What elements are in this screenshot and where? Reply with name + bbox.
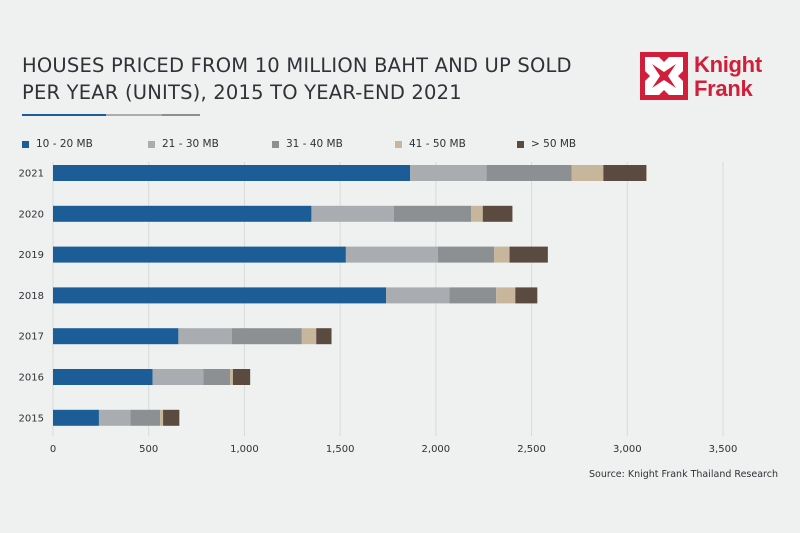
bar-segment [515, 287, 538, 304]
bar-segment [230, 369, 233, 385]
bar-segment [53, 369, 153, 385]
y-tick-label: 2019 [19, 250, 44, 261]
bar-segment [345, 246, 438, 263]
bar-segment [53, 246, 346, 263]
chart-title-line-1: HOUSES PRICED FROM 10 MILLION BAHT AND U… [22, 54, 572, 77]
bar-segment [471, 205, 483, 222]
bar-segment [486, 165, 572, 181]
bar-segment [160, 409, 164, 426]
x-tick-label: 1,500 [326, 444, 355, 455]
bar-segment [53, 165, 411, 181]
bar-segment [203, 369, 231, 385]
bar-segment [316, 328, 332, 345]
y-tick-label: 2020 [19, 209, 44, 220]
bar-segment [152, 369, 204, 385]
legend-label: 41 - 50 MB [409, 138, 466, 150]
bar-segment [178, 328, 232, 345]
chart-title-line-2: PER YEAR (UNITS), 2015 TO YEAR-END 2021 [22, 81, 462, 104]
bar-segment [571, 165, 604, 181]
y-tick-label: 2021 [19, 169, 44, 180]
y-tick-label: 2015 [19, 413, 44, 424]
bar-segment [231, 328, 302, 345]
x-tick-label: 1,000 [230, 444, 259, 455]
bar-segment [98, 409, 131, 426]
legend-label: 31 - 40 MB [286, 138, 343, 150]
legend-swatch [517, 141, 524, 148]
y-tick-label: 2018 [19, 291, 44, 302]
y-tick-label: 2017 [19, 332, 44, 343]
legend-swatch [22, 141, 29, 148]
title-underline [22, 114, 200, 116]
source-note: Source: Knight Frank Thailand Research [589, 469, 778, 480]
bar-segment [130, 409, 161, 426]
bar-segment [603, 165, 647, 181]
legend-label: > 50 MB [531, 138, 577, 150]
bar-segment [53, 205, 312, 222]
logo-text-line-1: Knight [694, 52, 762, 77]
legend-swatch [395, 141, 402, 148]
chart-title: HOUSES PRICED FROM 10 MILLION BAHT AND U… [22, 52, 602, 106]
bar-segment [232, 369, 251, 385]
bar-segment [482, 205, 513, 222]
legend-label: 21 - 30 MB [162, 138, 219, 150]
bar-segment [509, 246, 548, 263]
x-tick-label: 2,000 [422, 444, 451, 455]
x-tick-label: 500 [139, 444, 158, 455]
bar-segment [53, 409, 99, 426]
bar-segment [386, 287, 450, 304]
knight-frank-logo-icon [640, 52, 688, 100]
x-tick-label: 2,500 [517, 444, 546, 455]
bar-segment [393, 205, 472, 222]
bar-segment [53, 328, 179, 345]
y-tick-label: 2016 [19, 373, 44, 384]
logo-text-line-2: Frank [694, 76, 753, 101]
bar-segment [437, 246, 495, 263]
bar-segment [53, 287, 387, 304]
bar-segment [494, 246, 510, 263]
x-tick-label: 3,000 [613, 444, 642, 455]
bar-segment [410, 165, 487, 181]
bar-segment [496, 287, 516, 304]
bar-segment [301, 328, 317, 345]
x-tick-label: 0 [50, 444, 56, 455]
legend-swatch [148, 141, 155, 148]
bar-segment [311, 205, 394, 222]
legend-label: 10 - 20 MB [36, 138, 93, 150]
x-tick-label: 3,500 [709, 444, 738, 455]
bar-segment [449, 287, 497, 304]
knight-frank-logo-text: Knight Frank [694, 53, 762, 101]
legend-swatch [272, 141, 279, 148]
knight-frank-logo: Knight Frank [640, 52, 780, 104]
bar-segment [163, 409, 180, 426]
